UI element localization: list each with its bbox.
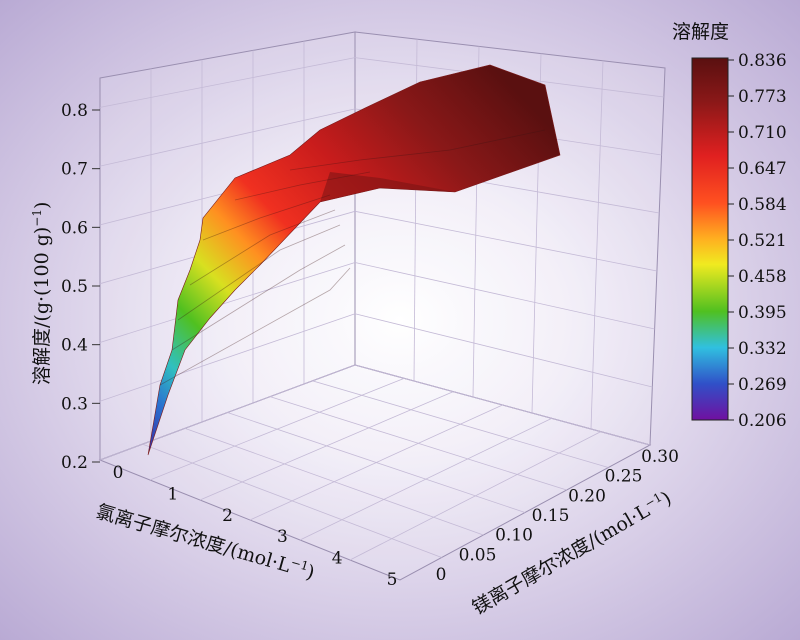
grid-line	[354, 313, 653, 388]
surface-contour-line	[159, 267, 351, 386]
x-tick-label: 2	[222, 506, 233, 526]
y-tick-label: 0.30	[641, 447, 679, 467]
colorbar-title: 溶解度	[672, 21, 729, 43]
surface-underside	[320, 172, 455, 202]
surface-contour-line	[189, 209, 336, 286]
colorbar-ticks: 0.836 0.773 0.710 0.647 0.584 0.521 0.458 0.395…	[728, 51, 787, 431]
surface-body	[147, 64, 561, 456]
y-tick-label: 0.05	[459, 545, 497, 565]
y-tick-label: 0.10	[495, 526, 533, 546]
grid-line	[590, 60, 604, 430]
surface-contour-line	[289, 129, 546, 171]
y-tick-label: 0.25	[605, 467, 643, 487]
surface-plot	[147, 64, 561, 456]
colorbar-tick-label: 0.710	[738, 123, 787, 143]
colorbar-gradient	[691, 57, 729, 421]
surface-contour-line	[177, 224, 341, 321]
grid-line	[349, 431, 602, 561]
y-axis-ticks: 0 0.050.100.150.200.250.30	[436, 447, 679, 585]
z-tick-label: 0.8	[61, 101, 88, 121]
z-tick-label: 0.6	[61, 218, 88, 238]
z-tick-label: 0.3	[61, 394, 88, 414]
colorbar-tick-label: 0.773	[738, 87, 787, 107]
colorbar: 溶解度 0.8360.7730.7100.6470.5840.5210.4580…	[672, 21, 787, 431]
colorbar-tick-label: 0.584	[738, 195, 787, 215]
y-tick-label: 0.15	[532, 506, 570, 526]
colorbar-tick-label: 0.206	[738, 411, 787, 431]
y-tick-label: 0.20	[568, 486, 606, 506]
colorbar-tick-label: 0.836	[738, 51, 787, 71]
surface-contours	[159, 129, 546, 386]
grid-line	[99, 313, 356, 402]
grid-line	[354, 210, 658, 272]
x-tick-label: 5	[387, 570, 398, 590]
grid-line	[99, 57, 356, 108]
x-tick-label: 1	[167, 484, 178, 504]
grid-line	[99, 108, 356, 167]
z-axis-ticks: 0.8 0.7 0.6 0.5 0.4 0.3 0.2	[61, 101, 100, 473]
x-tick-label: 0	[113, 463, 124, 483]
z-tick-label: 0.2	[61, 453, 88, 473]
grid-line	[99, 262, 356, 343]
colorbar-tick-label: 0.269	[738, 375, 787, 395]
colorbar-tick-label: 0.521	[738, 231, 787, 251]
y-tick-label: 0	[436, 565, 447, 585]
colorbar-tick-label: 0.458	[738, 267, 787, 287]
surface-contour-line	[234, 171, 371, 201]
grid-line	[354, 262, 655, 330]
colorbar-tick-label: 0.332	[738, 339, 787, 359]
x-axis-ticks: 0 1 2 3 4 5	[113, 463, 398, 590]
surface-contour-line	[202, 194, 331, 241]
z-tick-label: 0.4	[61, 336, 88, 356]
x-tick-label: 3	[277, 527, 288, 547]
surface-contour-line	[171, 244, 346, 351]
colorbar-tick-label: 0.395	[738, 303, 787, 323]
x-tick-label: 4	[332, 549, 343, 569]
colorbar-tick-label: 0.647	[738, 159, 787, 179]
z-tick-label: 0.5	[61, 277, 88, 297]
z-tick-label: 0.7	[61, 160, 88, 180]
z-axis-title: 溶解度/(g·(100 g)−1)	[30, 202, 53, 385]
